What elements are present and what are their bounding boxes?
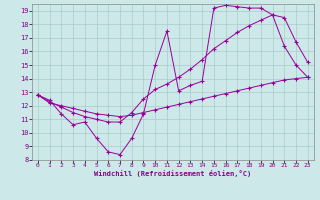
X-axis label: Windchill (Refroidissement éolien,°C): Windchill (Refroidissement éolien,°C): [94, 170, 252, 177]
